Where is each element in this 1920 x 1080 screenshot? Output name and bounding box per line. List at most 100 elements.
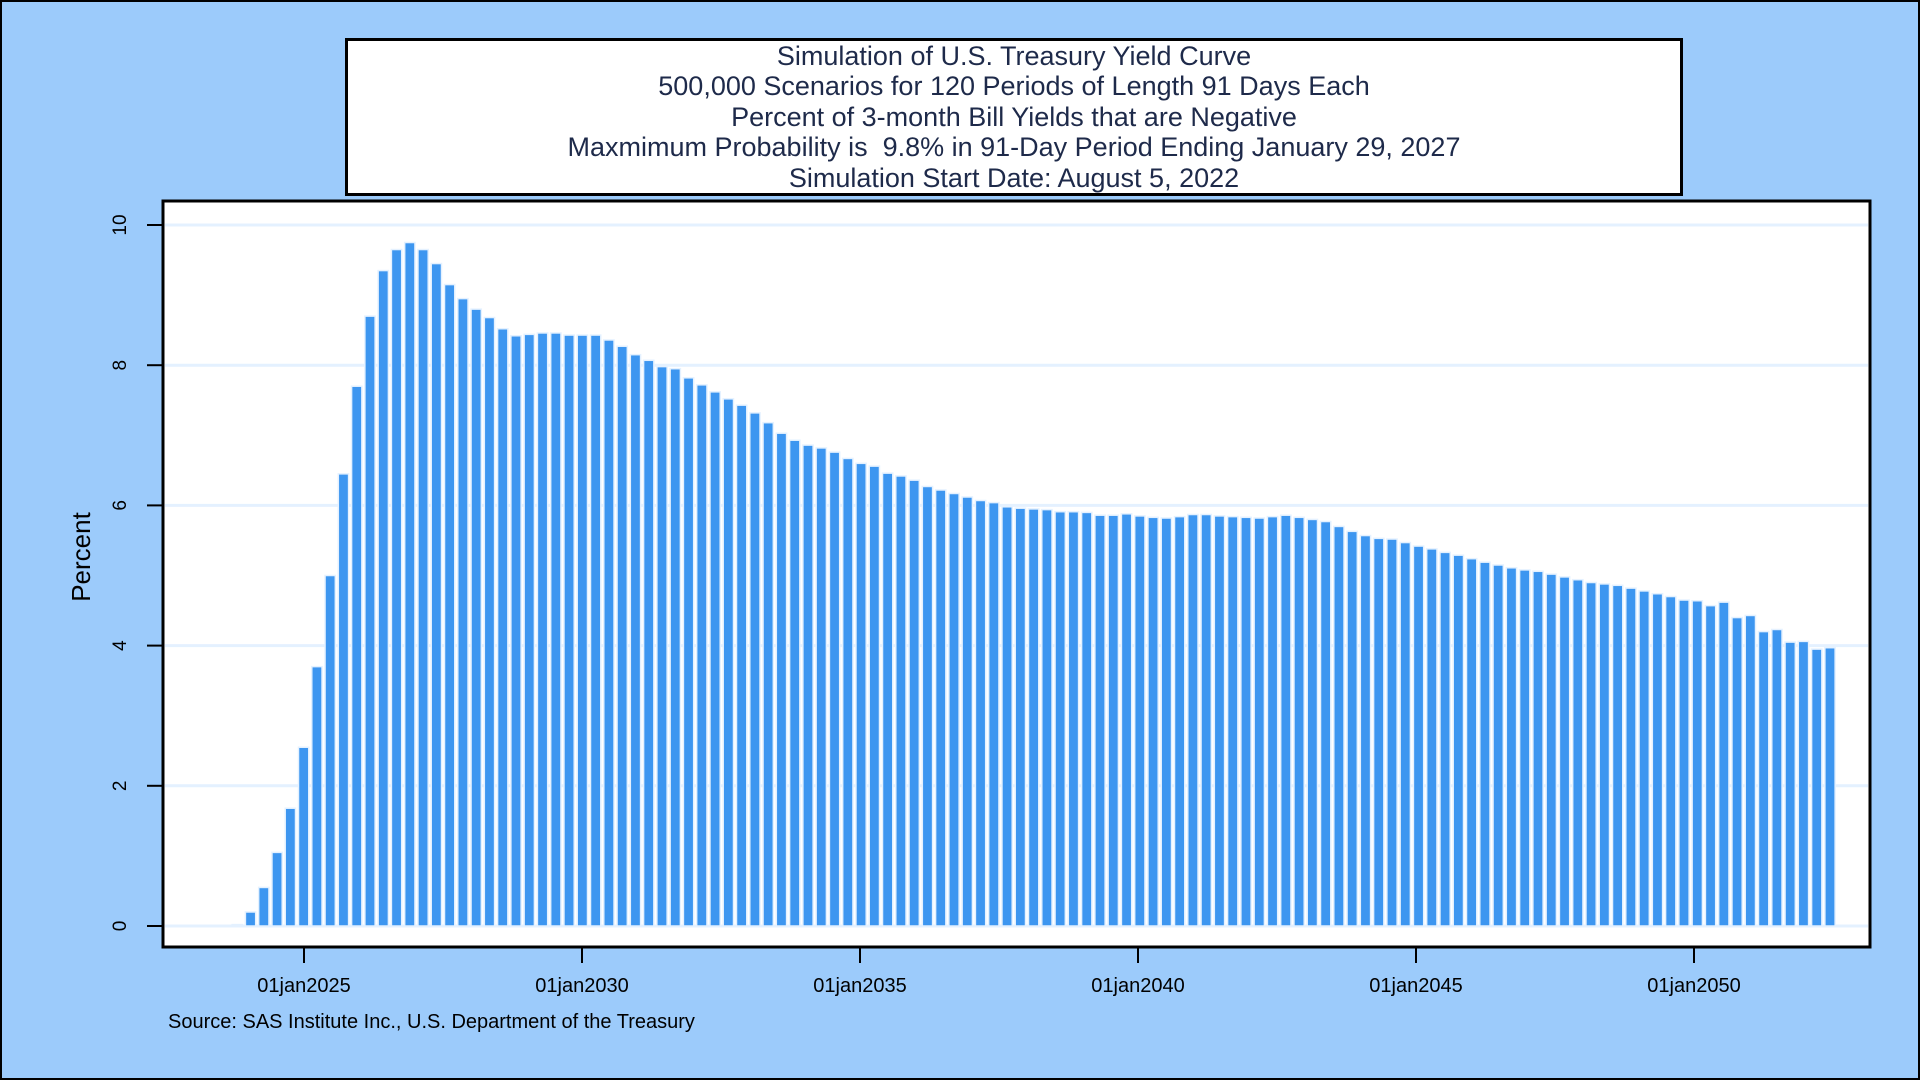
bar [536,332,549,927]
bar [987,501,1000,927]
bar [974,499,987,927]
bar [297,746,310,927]
bar [1505,567,1518,927]
bar [1372,537,1385,927]
chart-title-line-5: Simulation Start Date: August 5, 2022 [788,162,1240,193]
bar [1412,545,1425,927]
bar [1080,511,1093,927]
bar [1319,520,1332,927]
bar [1001,506,1013,927]
bar [722,398,735,927]
bar [1346,530,1359,927]
bar [1293,516,1305,927]
bar [1638,590,1651,927]
x-axis: 01jan2025 01jan2030 01jan2035 01jan2040 01ja… [257,947,1741,997]
x-tick-label: 01jan2025 [257,975,350,997]
bar [749,412,761,927]
bar [1027,508,1040,927]
bar [908,479,921,927]
bar [1240,516,1252,927]
bar [1611,584,1624,927]
bar [1744,614,1757,927]
bar [1399,541,1412,927]
bar [470,308,483,927]
bar [1067,510,1080,927]
bar [815,447,828,927]
bar [1784,641,1797,927]
bar [1133,515,1146,927]
bar [1479,561,1491,927]
bar [1810,648,1823,927]
bar [961,496,974,927]
bar [443,283,456,927]
bar [1439,551,1451,927]
bar [1200,513,1213,927]
bar [1717,601,1730,927]
bar [271,851,283,927]
bar [311,665,323,927]
bar [1465,557,1478,927]
bar [457,297,469,927]
bar [1173,515,1186,927]
bar [1147,516,1159,927]
bar [1518,569,1531,927]
bar [1664,595,1677,927]
chart-title-line-3: Percent of 3-month Bill Yields that are … [731,101,1297,132]
bar [523,333,536,927]
y-tick-label: 4 [110,640,131,651]
y-tick-label: 2 [110,781,131,792]
bar [364,315,376,927]
bar [337,473,350,927]
bar [948,492,960,927]
bar [1187,513,1199,927]
y-tick-label: 0 [110,921,131,932]
bar [1704,604,1717,927]
bar [510,335,522,927]
bar [616,345,629,927]
bar [1532,570,1544,927]
y-tick-label: 8 [110,360,131,371]
plot-border [161,199,1872,949]
bar [709,391,721,927]
bar [257,886,270,927]
bar [324,574,337,927]
bar [284,807,297,927]
bar [934,489,947,927]
chart-title-line-1: Simulation of U.S. Treasury Yield Curve [776,40,1252,71]
bar [1107,514,1120,927]
x-tick-label: 01jan2040 [1091,975,1184,997]
bar [1691,599,1704,927]
bar [1651,592,1664,927]
bar [603,339,615,927]
bar [1386,538,1398,927]
bar [1585,581,1597,927]
bar [390,248,403,927]
bar [1213,515,1226,927]
bar [496,328,509,927]
bars [231,241,1836,927]
y-axis-label: Percent [66,511,96,601]
bar [682,377,695,927]
bar [895,475,907,927]
bar [563,334,575,927]
bar [1253,517,1266,927]
bar [1226,515,1239,927]
bar [1452,554,1465,927]
chart-title-line-2: 500,000 Scenarios for 120 Periods of Len… [658,71,1370,102]
bar [417,248,429,927]
bar [868,465,881,927]
bar [1306,518,1319,927]
bar [403,241,416,927]
bar [762,421,775,927]
bar [695,384,708,927]
bar [1359,534,1372,927]
bar [1771,628,1783,927]
bar [881,472,894,927]
bar [430,262,443,927]
bar [350,385,363,927]
bar [1757,630,1770,927]
bar [1054,510,1067,927]
bar [589,334,602,927]
bar [1625,587,1637,927]
